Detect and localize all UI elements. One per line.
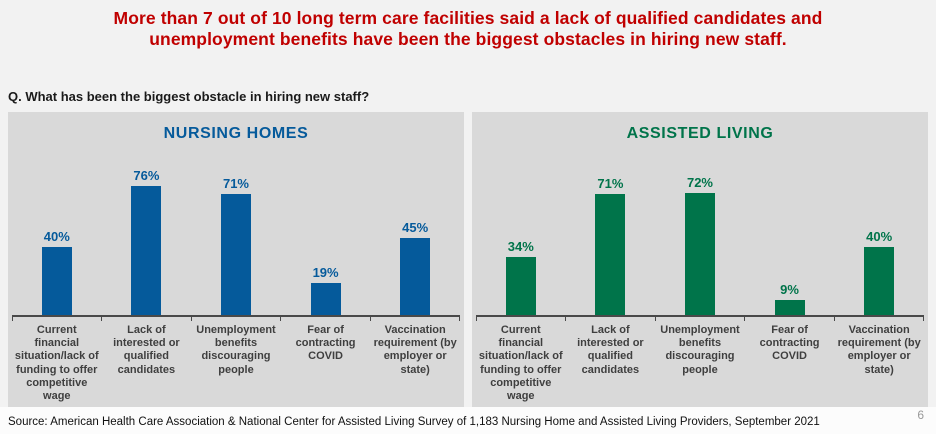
bar-value-label: 40% — [866, 229, 893, 244]
page-title: More than 7 out of 10 long term care fac… — [113, 8, 823, 50]
category-label: Fear of contracting COVID — [759, 324, 820, 363]
bar-column: 45% — [370, 148, 460, 315]
bar — [400, 238, 431, 315]
bar — [220, 194, 251, 315]
category-labels: Current financial situation/lack of fund… — [12, 324, 460, 403]
bar-column: 71% — [566, 148, 656, 315]
bar-value-label: 34% — [507, 239, 534, 254]
question-text: Q. What has been the biggest obstacle in… — [8, 89, 370, 104]
chart-title-assisted-living: ASSISTED LIVING — [626, 125, 774, 142]
category-label: Current financial situation/lack of fund… — [14, 324, 99, 402]
bar — [774, 300, 805, 315]
category-label: Unemployment benefits discouraging peopl… — [660, 324, 740, 376]
bar-column: 76% — [102, 148, 192, 315]
bar — [310, 283, 341, 315]
bar-column: 34% — [476, 148, 566, 315]
bar-column: 71% — [191, 148, 281, 315]
bar-value-label: 71% — [597, 176, 624, 191]
category-label: Current financial situation/lack of fund… — [478, 324, 563, 402]
axis-tick-cell — [476, 317, 565, 321]
bar-column: 72% — [655, 148, 745, 315]
bar-value-label: 40% — [43, 229, 70, 244]
x-axis — [12, 315, 461, 321]
bar-value-label: 71% — [222, 176, 249, 191]
axis-tick-cell — [744, 317, 833, 321]
bar-value-label: 45% — [402, 220, 429, 235]
bar-column: 40% — [12, 148, 102, 315]
bar — [595, 194, 626, 315]
category-labels: Current financial situation/lack of fund… — [476, 324, 924, 403]
axis-tick-cell — [280, 317, 369, 321]
bar-column: 40% — [834, 148, 924, 315]
bar — [131, 186, 162, 315]
axis-tick-cell — [369, 317, 461, 321]
bar-value-label: 72% — [686, 175, 713, 190]
bar-column: 19% — [281, 148, 371, 315]
assisted-living-chart-panel: ASSISTED LIVING 34% 71% 72% 9% 40% — [472, 112, 928, 407]
chart-title-nursing-homes: NURSING HOMES — [163, 125, 309, 142]
category-label: Lack of interested or qualified candidat… — [113, 324, 180, 376]
axis-tick-cell — [12, 317, 101, 321]
bar-value-label: 9% — [780, 282, 799, 297]
footer: Source: American Health Care Association… — [0, 407, 936, 434]
bar-value-label: 19% — [312, 265, 339, 280]
category-label: Lack of interested or qualified candidat… — [577, 324, 644, 376]
bar — [864, 247, 895, 315]
source-text: Source: American Health Care Association… — [8, 416, 820, 428]
category-label: Vaccination requirement (by employer or … — [837, 324, 921, 376]
bar — [41, 247, 72, 315]
category-label: Vaccination requirement (by employer or … — [373, 324, 457, 376]
x-axis — [476, 315, 925, 321]
axis-tick-cell — [565, 317, 654, 321]
bar — [684, 193, 715, 315]
category-label: Fear of contracting COVID — [295, 324, 356, 363]
page-number: 6 — [917, 408, 924, 422]
bar-plot-nursing-homes: 40% 76% 71% 19% 45% — [12, 148, 460, 315]
nursing-homes-chart-panel: NURSING HOMES 40% 76% 71% 19% 45% — [8, 112, 464, 407]
axis-tick-cell — [833, 317, 925, 321]
bar-column: 9% — [745, 148, 835, 315]
bar-value-label: 76% — [133, 168, 160, 183]
category-label: Unemployment benefits discouraging peopl… — [196, 324, 276, 376]
axis-tick-cell — [654, 317, 744, 321]
bar — [505, 257, 536, 315]
bar-plot-assisted-living: 34% 71% 72% 9% 40% — [476, 148, 924, 315]
axis-tick-cell — [190, 317, 280, 321]
axis-tick-cell — [101, 317, 190, 321]
